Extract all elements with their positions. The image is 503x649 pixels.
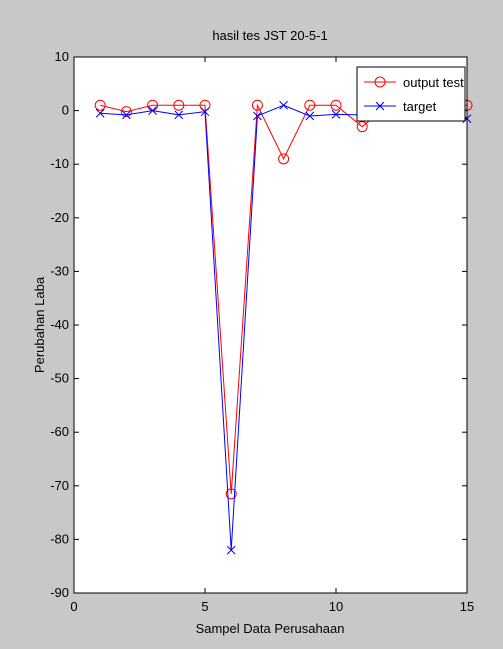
y-tick-label: -10 <box>50 156 69 171</box>
data-point-target <box>226 545 236 555</box>
y-axis-label: Perubahan Laba <box>32 276 47 373</box>
y-tick-label: -80 <box>50 531 69 546</box>
y-tick-label: -60 <box>50 424 69 439</box>
x-tick-label: 15 <box>460 599 474 614</box>
data-point-target <box>279 100 288 110</box>
legend-label-target: target <box>403 99 437 114</box>
chart-title: hasil tes JST 20-5-1 <box>212 28 327 43</box>
data-point-output-test <box>251 99 263 111</box>
y-tick-label: -50 <box>50 371 69 386</box>
data-point-target <box>122 110 131 120</box>
y-tick-label: -30 <box>50 263 69 278</box>
data-point-output-test <box>94 99 106 111</box>
legend-marker-output-test <box>374 76 386 88</box>
plot-area <box>74 57 467 593</box>
data-point-output-test <box>304 99 316 111</box>
data-point-target <box>95 108 105 118</box>
legend-label-output-test: output test <box>403 75 464 90</box>
data-point-output-test <box>278 153 290 165</box>
data-point-output-test <box>356 121 368 133</box>
data-point-output-test <box>225 488 237 500</box>
y-tick-label: -90 <box>50 585 69 600</box>
data-point-target <box>174 110 184 120</box>
y-tick-label: -70 <box>50 478 69 493</box>
data-point-output-test <box>330 99 342 111</box>
y-tick-label: 10 <box>55 49 69 64</box>
data-point-output-test <box>199 99 211 111</box>
legend-box <box>356 66 466 122</box>
legend-marker-target <box>375 101 385 111</box>
x-tick-label: 0 <box>70 599 77 614</box>
x-tick-label: 10 <box>329 599 343 614</box>
data-point-target <box>305 111 315 121</box>
data-point-output-test <box>173 99 185 111</box>
y-tick-label: -20 <box>50 210 69 225</box>
y-tick-label: -40 <box>50 317 69 332</box>
data-point-target <box>200 107 210 117</box>
x-axis-label: Sampel Data Perusahaan <box>196 621 345 636</box>
plot-frame <box>73 56 468 594</box>
data-point-target <box>148 106 157 115</box>
data-point-target <box>331 109 341 119</box>
axis-ticks: 0 5 10 15 10 0 -10 -20 -30 -40 -50 -60 -70 -80 -90 <box>50 49 474 614</box>
y-tick-label: 0 <box>62 103 69 118</box>
data-point-output-test <box>120 106 132 118</box>
data-point-target <box>253 111 262 121</box>
legend: output test target <box>356 66 466 122</box>
x-tick-label: 5 <box>201 599 208 614</box>
